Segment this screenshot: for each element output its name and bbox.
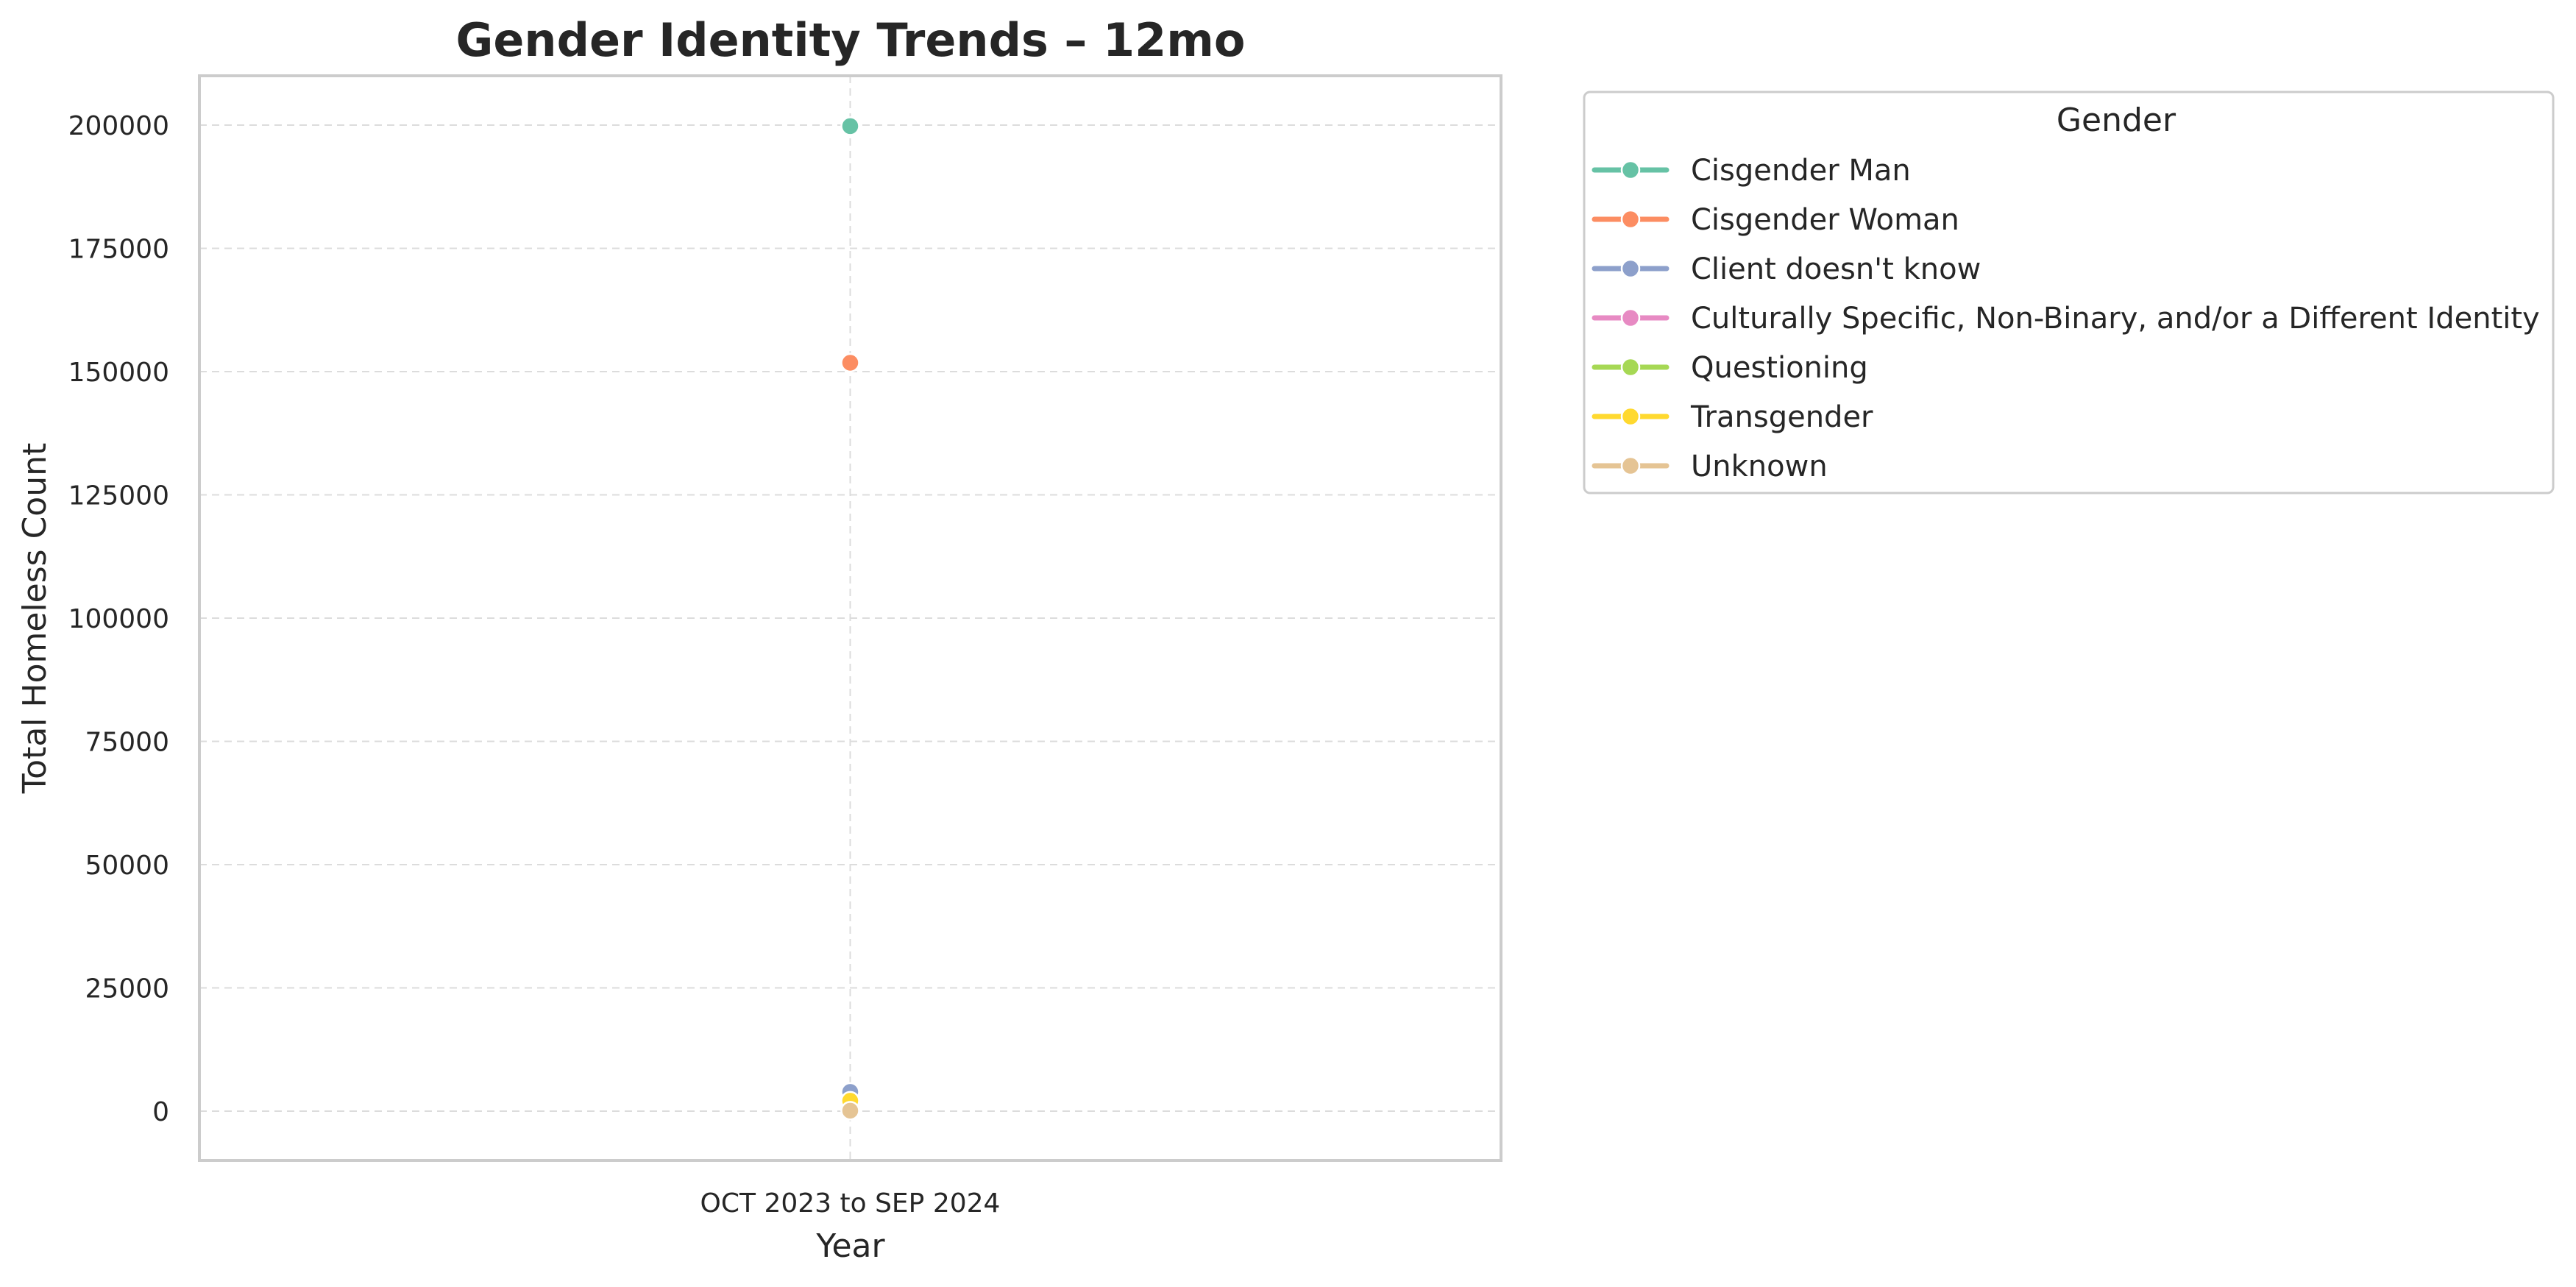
legend-marker [1620,209,1641,230]
x-axis-label: Year [815,1227,885,1265]
series-unknown [840,1101,860,1121]
legend-label: Transgender [1690,400,1873,434]
legend-item: Transgender [1592,400,1873,434]
series-cisgender-woman [840,352,860,373]
legend-item: Client doesn't know [1592,252,1981,286]
data-point [840,1101,860,1121]
chart-title: Gender Identity Trends – 12mo [455,13,1245,67]
legend-item: Culturally Specific, Non-Binary, and/or … [1592,302,2540,336]
legend-label: Questioning [1691,351,1868,385]
legend-label: Cisgender Man [1691,154,1911,188]
legend-label: Client doesn't know [1691,252,1981,286]
legend: Gender Cisgender Man Cisgender Woman Clien… [1583,91,2555,494]
y-tick-label: 0 [152,1097,169,1127]
legend-label: Unknown [1691,450,1828,483]
legend-item: Unknown [1592,450,1828,483]
y-tick-label: 175000 [68,235,169,265]
y-axis-label: Total Homeless Count [16,443,54,794]
data-point [840,352,860,373]
legend-item: Cisgender Man [1592,154,1911,188]
legend-marker [1620,455,1641,476]
legend-box [1583,91,2555,494]
legend-marker [1620,308,1641,328]
y-axis-ticks: 0 25000 50000 75000 100000 125000 150000 175000… [68,111,169,1127]
y-tick-label: 25000 [85,974,169,1004]
plot-frame [198,74,1502,1162]
legend-label: Cisgender Woman [1691,203,1959,237]
y-tick-label: 75000 [85,728,169,758]
data-point [840,116,860,136]
legend-item: Questioning [1592,351,1868,385]
legend-items: Cisgender Man Cisgender Woman Client doesn… [1592,154,2540,483]
y-tick-label: 200000 [68,111,169,141]
x-tick-label: OCT 2023 to SEP 2024 [700,1188,1001,1219]
x-axis-ticks: OCT 2023 to SEP 2024 [700,1188,1001,1219]
y-tick-label: 50000 [85,851,169,881]
grid-lines [199,76,1501,1160]
y-tick-label: 125000 [68,481,169,511]
y-tick-label: 150000 [68,358,169,388]
legend-marker [1620,258,1641,279]
series-cisgender-man [840,116,860,136]
legend-marker [1620,406,1641,427]
legend-item: Cisgender Woman [1592,203,1959,237]
legend-marker [1620,160,1641,180]
legend-marker [1620,357,1641,377]
legend-title: Gender [2057,102,2176,139]
y-tick-label: 100000 [68,604,169,634]
legend-label: Culturally Specific, Non-Binary, and/or … [1691,302,2540,336]
data-points [840,116,860,1121]
